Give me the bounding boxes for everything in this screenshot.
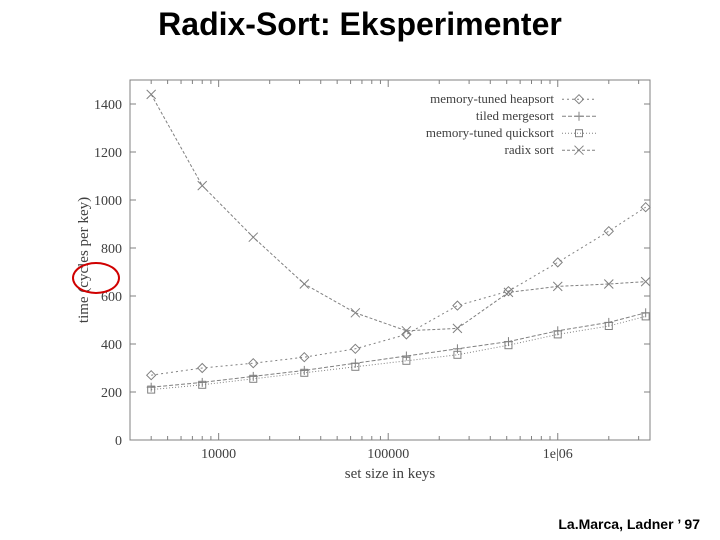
citation-text: La.Marca, Ladner ’ 97 [558,516,700,532]
svg-text:set size in keys: set size in keys [345,466,436,482]
svg-text:time (cycles per key): time (cycles per key) [76,197,92,323]
svg-text:tiled mergesort: tiled mergesort [476,108,554,123]
svg-text:200: 200 [101,386,122,401]
svg-text:1e|06: 1e|06 [543,447,573,462]
highlight-circle-icon [72,262,120,294]
svg-text:1400: 1400 [94,98,122,113]
line-chart: 0200400600800100012001400100001000001e|0… [70,70,670,490]
svg-text:100000: 100000 [367,447,409,462]
svg-text:0: 0 [115,434,122,449]
svg-text:800: 800 [101,242,122,257]
svg-text:radix sort: radix sort [505,142,555,157]
svg-text:memory-tuned heapsort: memory-tuned heapsort [430,91,554,106]
svg-text:1200: 1200 [94,146,122,161]
page-title: Radix-Sort: Eksperimenter [0,6,720,43]
svg-text:memory-tuned quicksort: memory-tuned quicksort [426,125,555,140]
svg-text:1000: 1000 [94,194,122,209]
chart-container: 0200400600800100012001400100001000001e|0… [70,70,670,490]
svg-text:400: 400 [101,338,122,353]
svg-text:10000: 10000 [201,447,236,462]
